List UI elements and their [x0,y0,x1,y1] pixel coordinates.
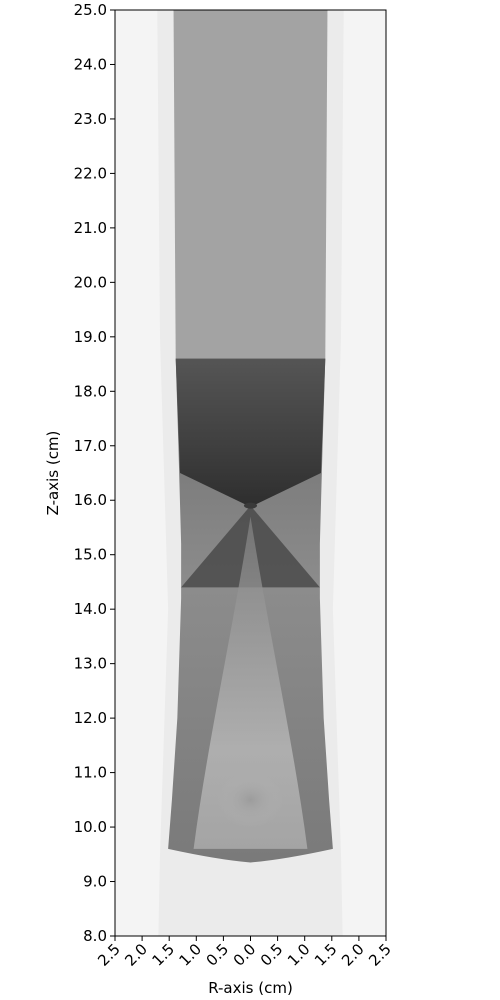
y-tick-label: 12.0 [74,709,107,727]
y-tick-label: 22.0 [74,164,107,182]
x-tick-label: 2.0 [121,940,151,970]
y-tick-label: 20.0 [74,273,107,291]
y-tick-label: 10.0 [74,818,107,836]
y-tick-label: 19.0 [74,328,107,346]
y-tick-label: 16.0 [74,491,107,509]
y-tick-label: 25.0 [74,1,107,19]
plot-area [115,10,386,936]
y-tick-label: 15.0 [74,546,107,564]
y-tick-label: 18.0 [74,382,107,400]
y-tick-label: 17.0 [74,437,107,455]
y-tick-label: 14.0 [74,600,107,618]
y-axis: 8.0 9.0 10.0 11.0 12.0 13.0 14.0 15.0 16.0 17.0 18… [74,1,115,945]
x-tick-label: 1.0 [284,940,314,970]
x-tick-label: 1.5 [148,940,178,970]
x-tick-label: 0.5 [203,940,233,970]
x-tick-label: 2.5 [365,940,395,970]
y-tick-label: 11.0 [74,764,107,782]
x-tick-label: 1.0 [176,940,206,970]
y-tick-label: 24.0 [74,55,107,73]
y-tick-label: 9.0 [83,873,107,891]
x-tick-label: 0.5 [257,940,287,970]
upper-core-region [173,10,328,359]
y-tick-label: 8.0 [83,927,107,945]
inner-plume-region [193,516,308,849]
y-tick-label: 21.0 [74,219,107,237]
y-axis-label: Z-axis (cm) [44,431,62,516]
x-tick-label: 0.0 [230,940,260,970]
x-axis-label: R-axis (cm) [208,979,293,997]
cone-vertex-mark [243,502,258,509]
y-tick-label: 23.0 [74,110,107,128]
x-axis: 2.52.01.51.00.50.00.51.01.52.02.5 [94,936,395,970]
upper-shock-cone [175,358,326,506]
y-tick-label: 13.0 [74,655,107,673]
x-tick-label: 1.5 [311,940,341,970]
x-tick-label: 2.0 [338,940,368,970]
bottom-density-blob [217,772,284,828]
